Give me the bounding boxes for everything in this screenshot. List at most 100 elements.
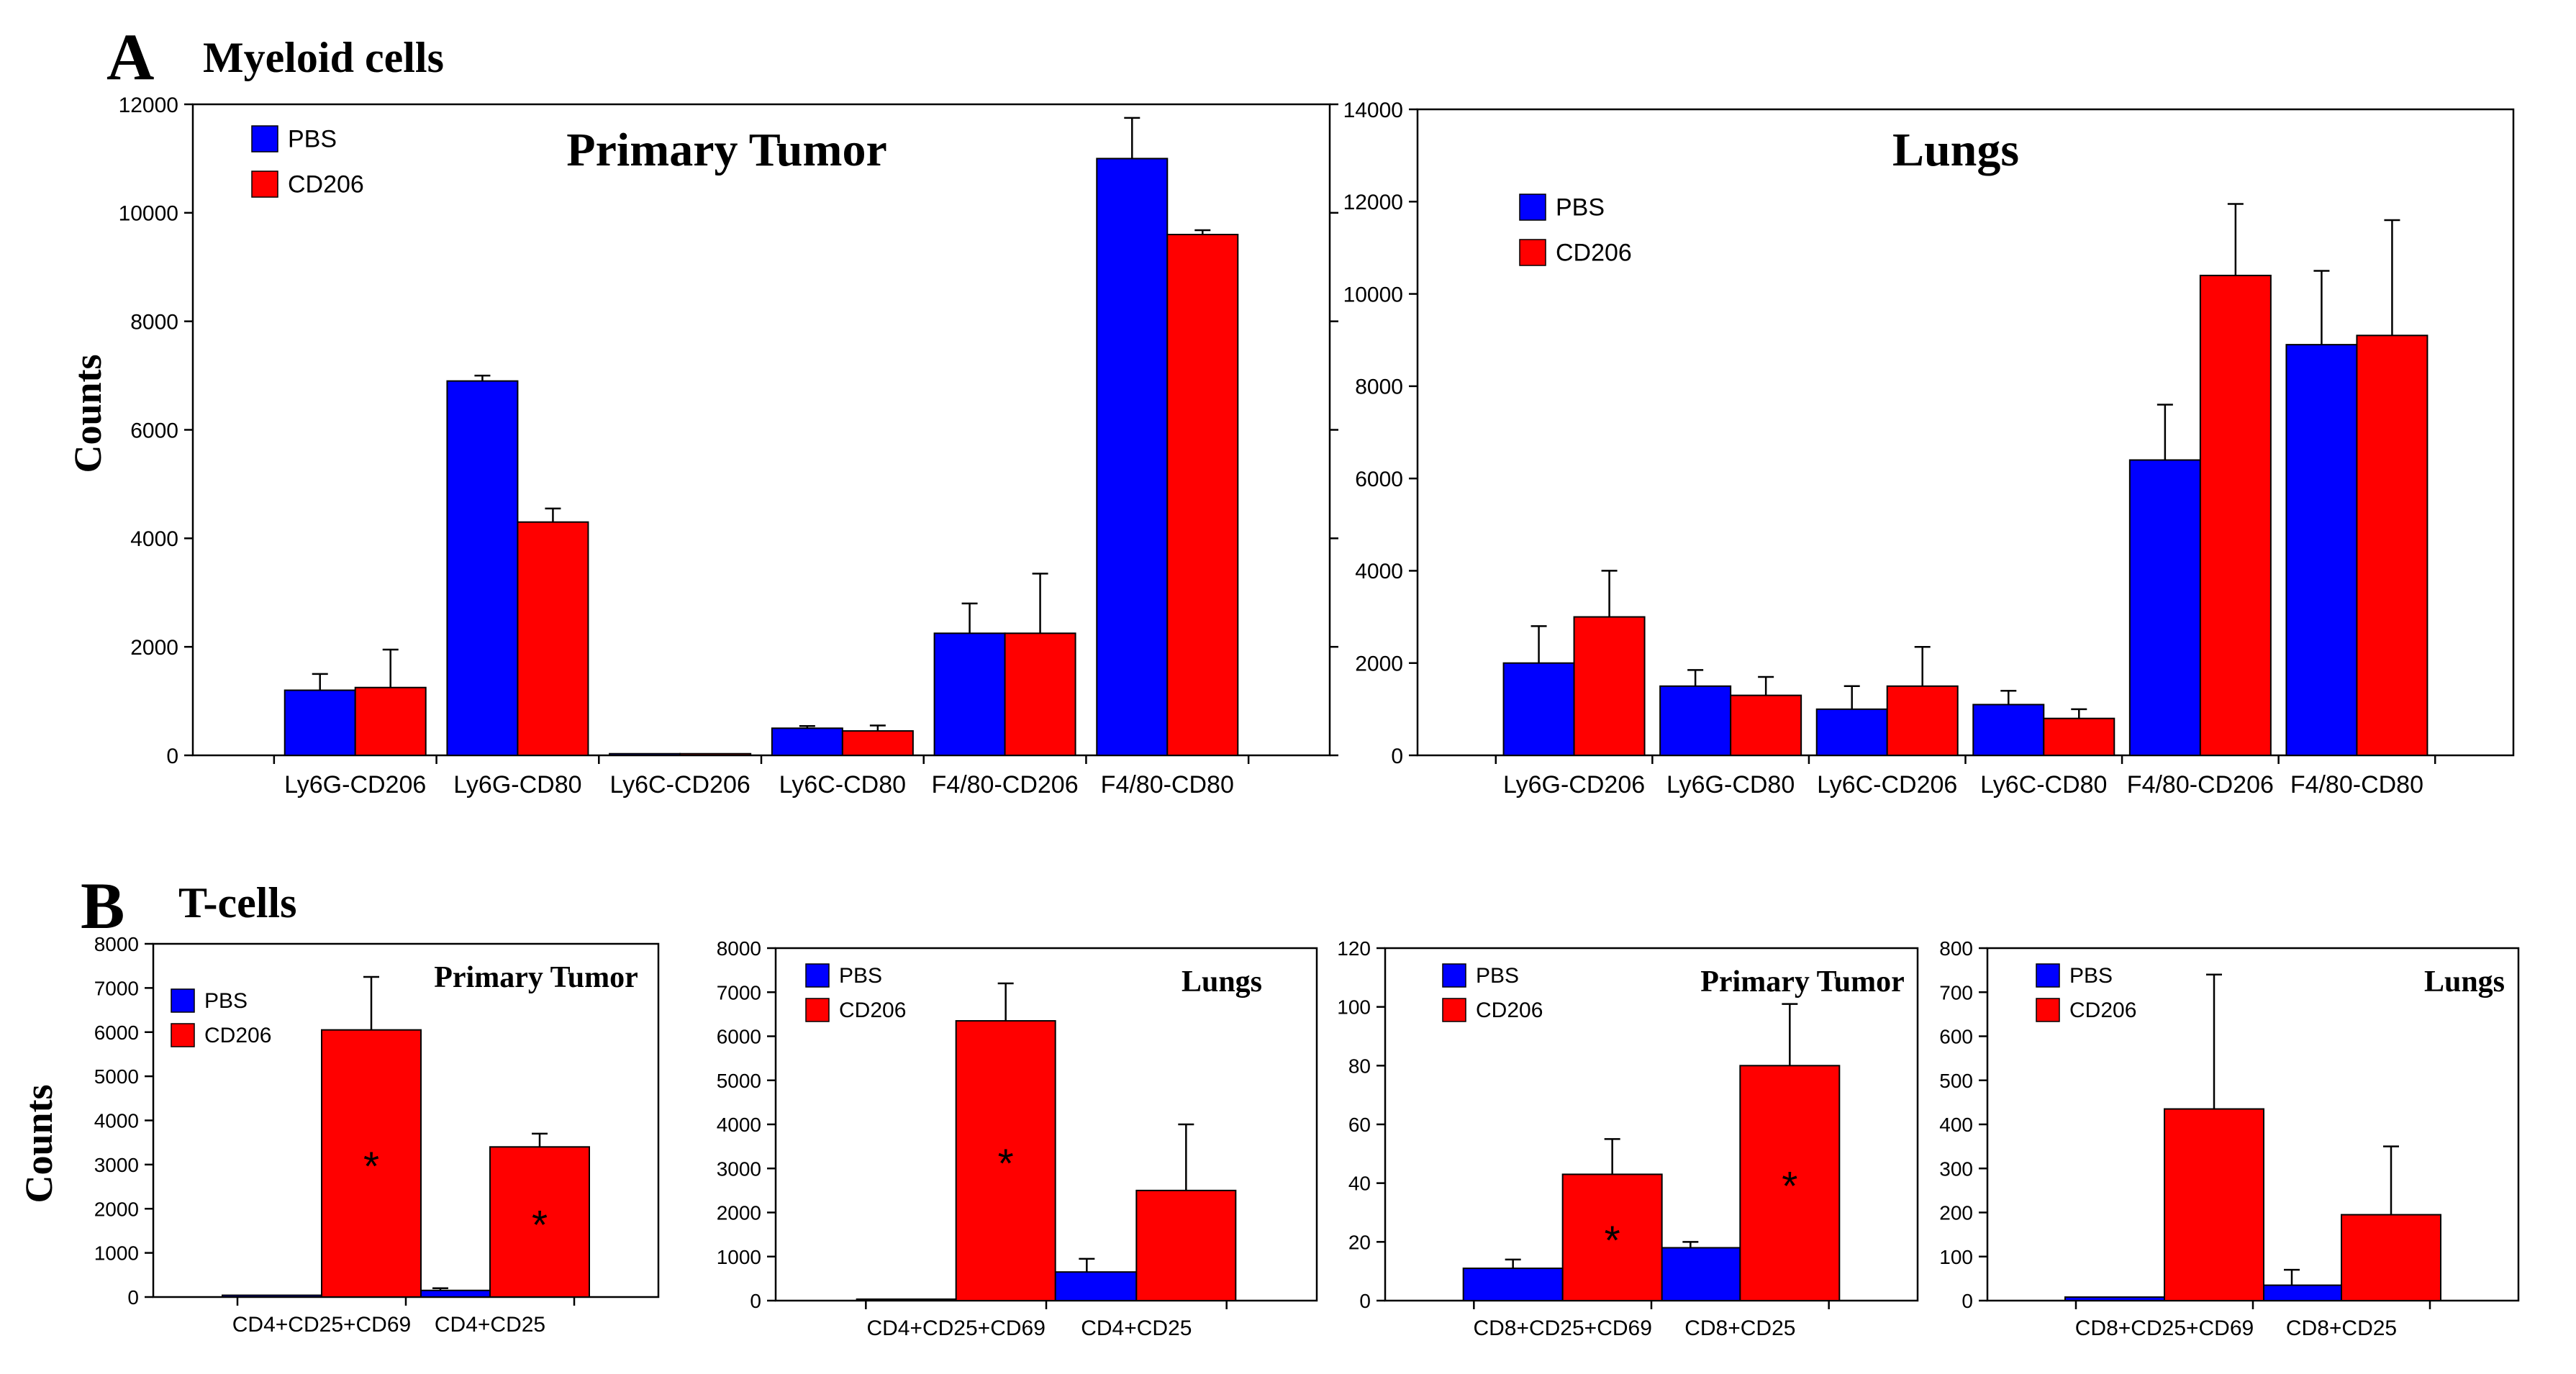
panel-b-letter: B xyxy=(81,869,124,942)
chart-title: Lungs xyxy=(1182,965,1262,998)
chart-title: Lungs xyxy=(2424,965,2505,998)
y-tick-label: 12000 xyxy=(1343,191,1403,214)
panel-a-letter: A xyxy=(106,20,154,94)
x-category-label: CD4+CD25 xyxy=(1081,1316,1192,1340)
y-tick-label: 2000 xyxy=(1355,652,1403,676)
bar-pbs xyxy=(933,632,1006,756)
bar-cd206 xyxy=(841,730,914,756)
x-category-label: CD4+CD25+CD69 xyxy=(866,1316,1045,1340)
y-tick-label: 10000 xyxy=(119,202,178,226)
panel-b-title: T-cells xyxy=(178,879,296,927)
legend-swatch-pbs xyxy=(1519,194,1546,221)
y-tick-label: 120 xyxy=(1337,937,1371,960)
bar-cd206 xyxy=(489,1146,590,1298)
y-tick-label: 1000 xyxy=(717,1246,761,1268)
x-category-label: CD4+CD25+CD69 xyxy=(232,1313,411,1337)
legend-swatch-cd206 xyxy=(805,998,830,1022)
y-tick-label: 8000 xyxy=(130,310,178,334)
x-category-label: Ly6C-CD206 xyxy=(610,771,750,799)
legend-swatch-cd206 xyxy=(171,1023,195,1047)
y-tick-label: 0 xyxy=(750,1290,761,1312)
x-category-label: CD8+CD25+CD69 xyxy=(1473,1316,1651,1340)
chart-title: Lungs xyxy=(1892,124,2019,176)
bar-pbs xyxy=(1096,158,1169,756)
y-tick-label: 100 xyxy=(1939,1246,1973,1268)
y-tick-label: 0 xyxy=(1391,745,1403,768)
legend-label-pbs: PBS xyxy=(1476,964,1519,988)
significance-asterisk: * xyxy=(998,1142,1014,1187)
chart-title: Primary Tumor xyxy=(434,961,638,994)
legend: PBS CD206 xyxy=(251,125,364,199)
y-tick-label: 1000 xyxy=(94,1242,139,1265)
bar-cd206 xyxy=(1004,632,1076,756)
legend-swatch-cd206 xyxy=(2036,998,2060,1022)
bar-cd206 xyxy=(1166,234,1239,756)
y-tick-label: 0 xyxy=(1359,1290,1371,1312)
y-tick-label: 100 xyxy=(1337,996,1371,1019)
legend: PBS CD206 xyxy=(2036,963,2136,1022)
bar-cd206 xyxy=(955,1020,1056,1301)
y-tick-label: 6000 xyxy=(717,1026,761,1048)
legend-swatch-cd206 xyxy=(1442,998,1466,1022)
chart-2: 0 2000 4000 6000 8000 10000 12000 14000 Ly6G-CD2… xyxy=(1343,99,2515,799)
bar-pbs xyxy=(609,752,681,757)
legend-label-pbs: PBS xyxy=(204,989,248,1013)
legend-label-cd206: CD206 xyxy=(2069,998,2136,1022)
y-tick-label: 0 xyxy=(1962,1290,1973,1312)
y-tick-label: 4000 xyxy=(94,1110,139,1132)
bar-pbs xyxy=(1659,685,1732,756)
bar-pbs xyxy=(771,727,843,757)
legend-swatch-cd206 xyxy=(1519,239,1546,266)
x-category-label: F4/80-CD206 xyxy=(2127,771,2274,799)
bar-cd206 xyxy=(1573,616,1646,756)
legend-label-pbs: PBS xyxy=(2069,964,2113,988)
y-tick-label: 500 xyxy=(1939,1070,1973,1092)
y-tick-label: 8000 xyxy=(94,933,139,955)
y-tick-label: 2000 xyxy=(717,1202,761,1224)
y-tick-label: 700 xyxy=(1939,981,1973,1004)
y-tick-label: 8000 xyxy=(1355,376,1403,399)
y-tick-label: 200 xyxy=(1939,1202,1973,1224)
y-tick-label: 12000 xyxy=(119,94,178,117)
x-category-label: CD4+CD25 xyxy=(435,1313,545,1337)
bar-pbs xyxy=(1462,1268,1564,1302)
legend-swatch-pbs xyxy=(805,963,830,988)
y-tick-label: 10000 xyxy=(1343,283,1403,306)
bar-pbs xyxy=(284,689,356,756)
y-tick-label: 0 xyxy=(166,745,178,768)
x-category-label: Ly6G-CD80 xyxy=(1666,771,1795,799)
y-tick-label: 6000 xyxy=(94,1022,139,1044)
x-category-label: Ly6G-CD80 xyxy=(453,771,581,799)
legend-label-pbs: PBS xyxy=(1556,194,1605,222)
chart-1: 0 2000 4000 6000 8000 10000 12000 Ly6G-CD206 Ly6… xyxy=(119,94,1338,799)
legend-swatch-cd206 xyxy=(251,170,278,198)
chart-3: 0 1000 2000 3000 4000 5000 6000 7000 8000 * * CD4+C… xyxy=(94,933,660,1337)
chart-title: Primary Tumor xyxy=(1700,965,1904,998)
y-tick-label: 3000 xyxy=(94,1154,139,1176)
bar-pbs xyxy=(1972,704,2045,757)
bar-cd206 xyxy=(321,1029,422,1298)
bar-cd206 xyxy=(2164,1108,2264,1301)
y-tick-label: 80 xyxy=(1348,1055,1371,1077)
bar-cd206 xyxy=(2043,717,2115,757)
x-category-label: Ly6C-CD80 xyxy=(779,771,906,799)
panel-b-y-label: Counts xyxy=(17,1084,60,1203)
legend-label-cd206: CD206 xyxy=(204,1024,271,1047)
panel-a-title: Myeloid cells xyxy=(203,34,444,81)
bar-cd206 xyxy=(2199,274,2272,756)
y-tick-label: 14000 xyxy=(1343,99,1403,122)
x-category-label: CD8+CD25+CD69 xyxy=(2075,1316,2254,1340)
bar-pbs xyxy=(222,1294,322,1298)
y-tick-label: 7000 xyxy=(94,977,139,999)
x-category-label: Ly6C-CD80 xyxy=(1980,771,2107,799)
x-category-label: F4/80-CD80 xyxy=(1101,771,1234,799)
y-tick-label: 7000 xyxy=(717,981,761,1004)
legend-swatch-pbs xyxy=(1442,963,1466,988)
bar-cd206 xyxy=(1730,694,1802,756)
bar-cd206 xyxy=(1739,1065,1841,1302)
legend-swatch-pbs xyxy=(171,988,195,1013)
y-tick-label: 300 xyxy=(1939,1157,1973,1180)
bar-pbs xyxy=(2064,1296,2165,1301)
